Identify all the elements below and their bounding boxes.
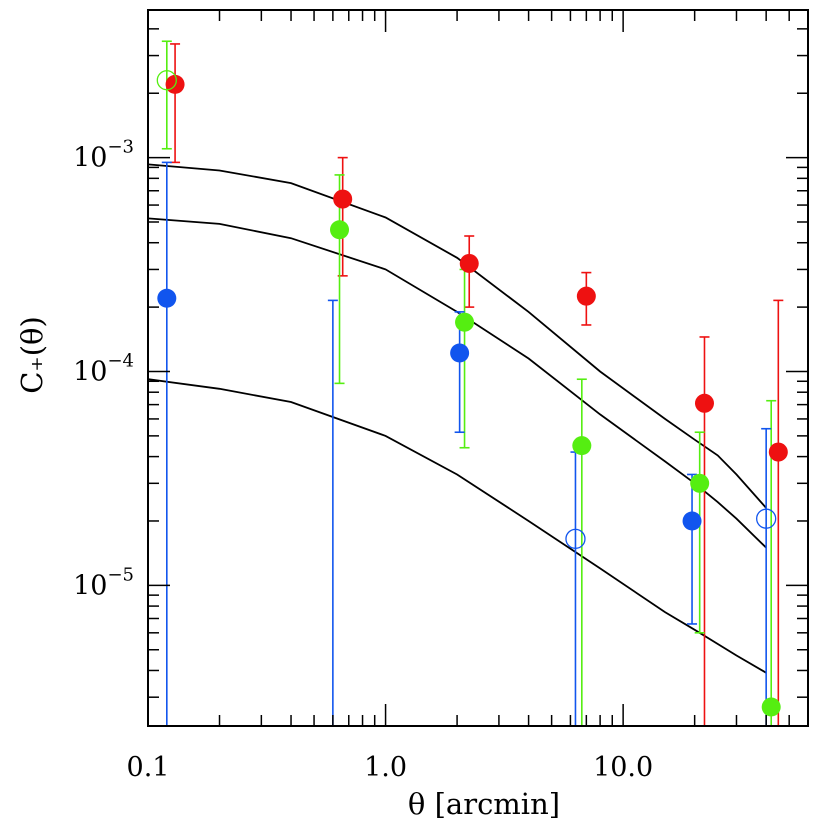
data-point-s2-p4 (572, 436, 592, 456)
data-point-s3-p6 (756, 508, 777, 529)
plot-frame (147, 9, 809, 727)
y-tick-label: 10−4 (73, 350, 134, 387)
model-curve-3 (148, 378, 767, 674)
plot-area (148, 40, 788, 726)
data-point-s1-p4 (576, 286, 596, 306)
x-tick-label: 1.0 (364, 752, 407, 783)
data-point-s2-p3 (455, 312, 475, 332)
data-point-s1-p6 (768, 442, 788, 462)
x-tick-label: 0.1 (127, 752, 170, 783)
data-point-s3-p1 (157, 288, 177, 308)
y-axis-title: C₊(θ) (15, 316, 49, 394)
data-point-s1-p5 (694, 393, 714, 413)
data-point-s1-p3 (459, 253, 479, 273)
x-tick-label: 10.0 (593, 752, 653, 783)
data-point-s2-p6 (761, 697, 781, 717)
data-point-s3-p5 (682, 511, 702, 531)
data-point-s3-p4 (565, 528, 586, 549)
y-tick-label: 10−5 (73, 564, 134, 601)
data-point-s2-p1 (156, 70, 177, 91)
data-point-s3-p3 (450, 343, 470, 363)
data-point-s2-p5 (690, 473, 710, 493)
x-axis-title: θ [arcmin] (408, 787, 560, 821)
data-point-s2-p2 (330, 220, 350, 240)
data-point-s1-p2 (333, 189, 353, 209)
model-curve-2 (148, 217, 767, 549)
model-curve-1 (148, 163, 767, 509)
axes: 0.1 1.0 10.0 10−5 10−4 10−3 (73, 9, 809, 783)
y-tick-label: 10−3 (73, 137, 134, 174)
